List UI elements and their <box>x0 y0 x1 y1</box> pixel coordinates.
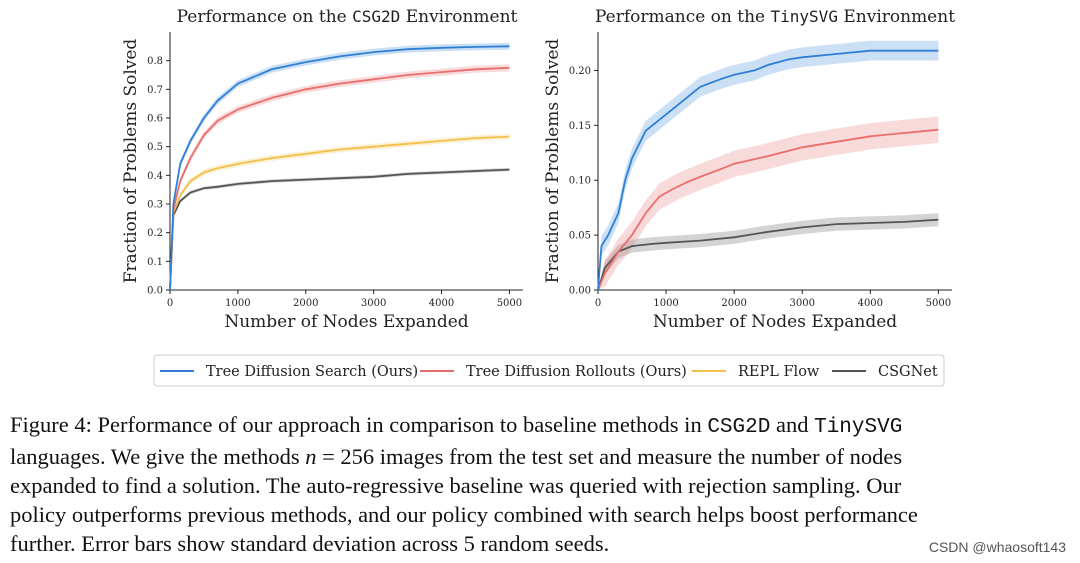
legend-label-repl-flow: REPL Flow <box>738 364 820 380</box>
csg2d-chart: Performance on the CSG2D Environment 0.0 0… <box>121 7 523 332</box>
band-repl-flow <box>170 133 510 290</box>
x-tick-label: 5000 <box>497 298 522 309</box>
y-tick-label: 0.2 <box>147 228 163 239</box>
figure-panels: Performance on the CSG2D Environment0.00… <box>121 7 955 387</box>
x-tick-label: 4000 <box>858 298 883 309</box>
y-tick-label: 0.6 <box>147 114 163 125</box>
band-csgnet <box>598 213 939 290</box>
x-tick-label: 4000 <box>429 298 454 309</box>
y-tick-label: 0.20 <box>569 66 591 77</box>
caption-line-5: further. Error bars show standard deviat… <box>10 531 610 556</box>
chart-title-prefix: Performance on the <box>177 7 353 27</box>
x-tick-label: 1000 <box>225 298 250 309</box>
caption-line-4: policy outperforms previous methods, and… <box>10 502 918 527</box>
series-line-csgnet <box>169 168 510 291</box>
chart-title-suffix: Environment <box>400 7 517 27</box>
chart-title: Performance on the CSG2D Environment <box>177 7 518 27</box>
legend-label-tree-diffusion-search-ours: Tree Diffusion Search (Ours) <box>206 364 418 380</box>
tinysvg-chart: Performance on the TinySVG Environment 0.… <box>543 7 955 332</box>
caption-line-3: expanded to find a solution. The auto-re… <box>10 473 902 498</box>
x-tick-label: 1000 <box>653 298 678 309</box>
x-axis-label: Number of Nodes Expanded <box>224 312 468 332</box>
chart-title-env: CSG2D <box>352 7 400 26</box>
y-tick-label: 0.7 <box>147 85 163 96</box>
caption-line-2: languages. We give the methods n = 256 i… <box>10 444 903 469</box>
x-tick-label: 0 <box>595 298 601 309</box>
series-line-repl-flow <box>169 135 510 291</box>
y-tick-label: 0.3 <box>147 200 163 211</box>
legend: Tree Diffusion Search (Ours) Tree Diffusi… <box>153 354 945 387</box>
legend-label-csgnet: CSGNet <box>878 364 938 380</box>
legend-label-tree-diffusion-rollouts-ours: Tree Diffusion Rollouts (Ours) <box>466 364 687 380</box>
y-tick-label: 0.05 <box>569 231 591 242</box>
watermark: CSDN @whaosoft143 <box>928 539 1066 555</box>
chart-title-env: TinySVG <box>771 7 838 26</box>
series-line-tree-diffusion-rollouts-ours <box>169 66 510 291</box>
band-tree-diffusion-rollouts-ours <box>598 116 939 290</box>
caption-line-1: Figure 4: Performance of our approach in… <box>10 412 903 439</box>
x-tick-label: 2000 <box>721 298 746 309</box>
y-axis-label: Fraction of Problems Solved <box>121 39 141 284</box>
chart-title-suffix: Environment <box>838 7 955 27</box>
y-tick-label: 0.4 <box>147 171 163 182</box>
y-tick-label: 0.00 <box>569 286 591 297</box>
x-tick-label: 5000 <box>926 298 951 309</box>
x-tick-label: 0 <box>167 298 173 309</box>
y-tick-label: 0.5 <box>147 142 163 153</box>
legend-box <box>153 354 945 387</box>
band-tree-diffusion-search-ours <box>598 40 939 290</box>
x-tick-label: 2000 <box>293 298 318 309</box>
series-line-tree-diffusion-rollouts-ours <box>597 128 939 291</box>
y-tick-label: 0.0 <box>147 286 163 297</box>
series-line-csgnet <box>597 218 939 291</box>
chart-title-prefix: Performance on the <box>595 7 771 27</box>
y-tick-label: 0.10 <box>569 176 591 187</box>
y-tick-label: 0.15 <box>569 121 591 132</box>
x-tick-label: 3000 <box>361 298 386 309</box>
y-axis-label: Fraction of Problems Solved <box>543 39 563 284</box>
figure-caption: Figure 4: Performance of our approach in… <box>10 410 1070 558</box>
y-tick-label: 0.8 <box>147 56 163 67</box>
x-tick-label: 3000 <box>790 298 815 309</box>
series-line-tree-diffusion-search-ours <box>169 45 510 291</box>
series-line-tree-diffusion-search-ours <box>597 49 939 291</box>
chart-title: Performance on the TinySVG Environment <box>595 7 955 27</box>
x-axis-label: Number of Nodes Expanded <box>653 312 897 332</box>
y-tick-label: 0.1 <box>147 257 163 268</box>
